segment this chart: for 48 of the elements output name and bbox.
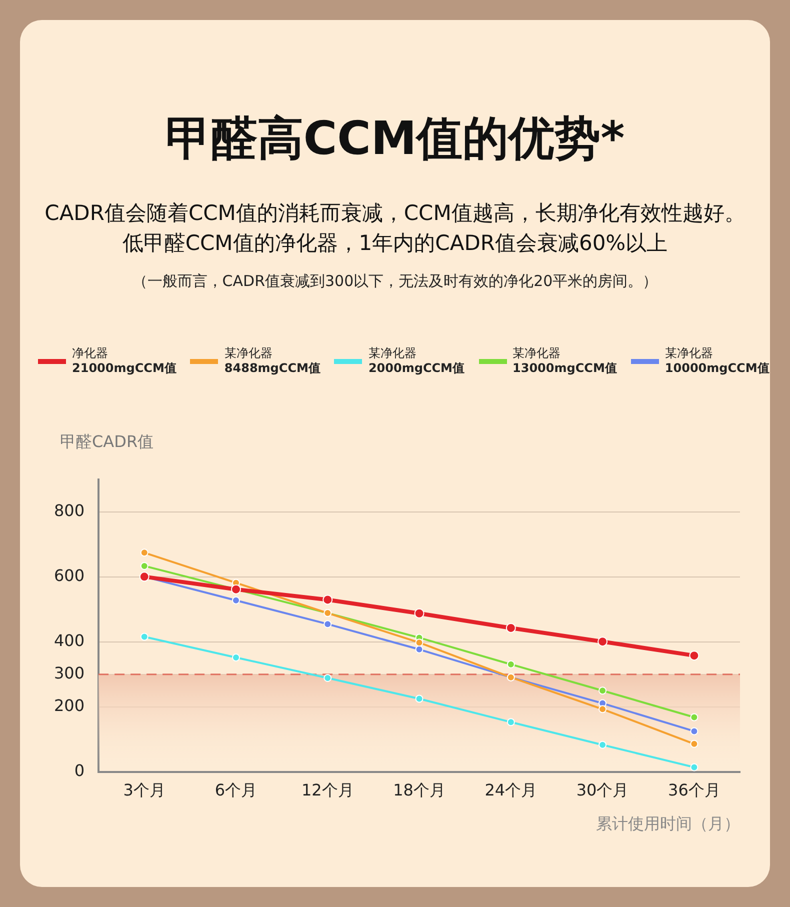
legend-label: 某净化器 10000mgCCM值 xyxy=(664,346,770,375)
point xyxy=(598,740,607,749)
point xyxy=(324,620,332,628)
x-tick-label: 36个月 xyxy=(668,780,720,800)
point xyxy=(324,674,332,682)
point xyxy=(232,654,240,662)
point xyxy=(415,694,424,703)
chart-title: 甲醛高CCM值的优势* xyxy=(164,110,626,167)
point xyxy=(690,727,698,736)
point xyxy=(598,686,607,695)
x-axis-title: 累计使用时间（月） xyxy=(596,814,740,835)
point xyxy=(690,740,698,748)
point xyxy=(689,650,700,661)
y-tick-label: 0 xyxy=(74,760,85,780)
y-tick-label: 800 xyxy=(54,501,85,520)
point xyxy=(232,596,240,604)
legend-label: 某净化器 13000mgCCM值 xyxy=(512,346,617,375)
point xyxy=(598,705,607,714)
x-tick-label: 12个月 xyxy=(301,780,354,800)
y-tick-label: 200 xyxy=(54,696,85,716)
chart-subtitle: CADR值会随着CCM值的消耗而衰减，CCM值越高，长期净化有效性越好。 xyxy=(44,200,746,227)
point xyxy=(598,636,608,647)
y-tick-label: 400 xyxy=(54,631,85,650)
point xyxy=(506,622,516,633)
point xyxy=(140,632,148,641)
point xyxy=(140,548,148,557)
x-tick-label: 30个月 xyxy=(576,780,629,800)
point xyxy=(415,638,424,647)
legend-label: 某净化器 8488mgCCM值 xyxy=(224,346,320,375)
x-tick-label: 3个月 xyxy=(123,780,166,800)
point xyxy=(690,763,698,772)
point xyxy=(322,594,333,605)
text: （一般而言，CADR值衰减到300以下，无法及时有效的净化20平米的房间。） xyxy=(131,272,659,291)
y-axis-title: 甲醛CADR值 xyxy=(60,432,154,453)
text: 低甲醛CCM值的净化器，1年内的CADR值会衰减60%以上 xyxy=(121,230,669,257)
x-tick-label: 24个月 xyxy=(484,780,538,800)
y-tick-label: 300 xyxy=(54,664,85,683)
point xyxy=(415,645,424,654)
x-tick-label: 6个月 xyxy=(214,780,258,800)
point xyxy=(506,660,515,668)
point xyxy=(414,608,424,618)
legend-label: 某净化器 2000mgCCM值 xyxy=(368,346,464,375)
point xyxy=(140,562,148,570)
point xyxy=(690,713,698,722)
x-tick-label: 18个月 xyxy=(393,780,446,800)
y-tick-label: 600 xyxy=(54,566,85,586)
point xyxy=(506,718,515,726)
legend-label: 净化器 21000mgCCM值 xyxy=(72,346,176,375)
